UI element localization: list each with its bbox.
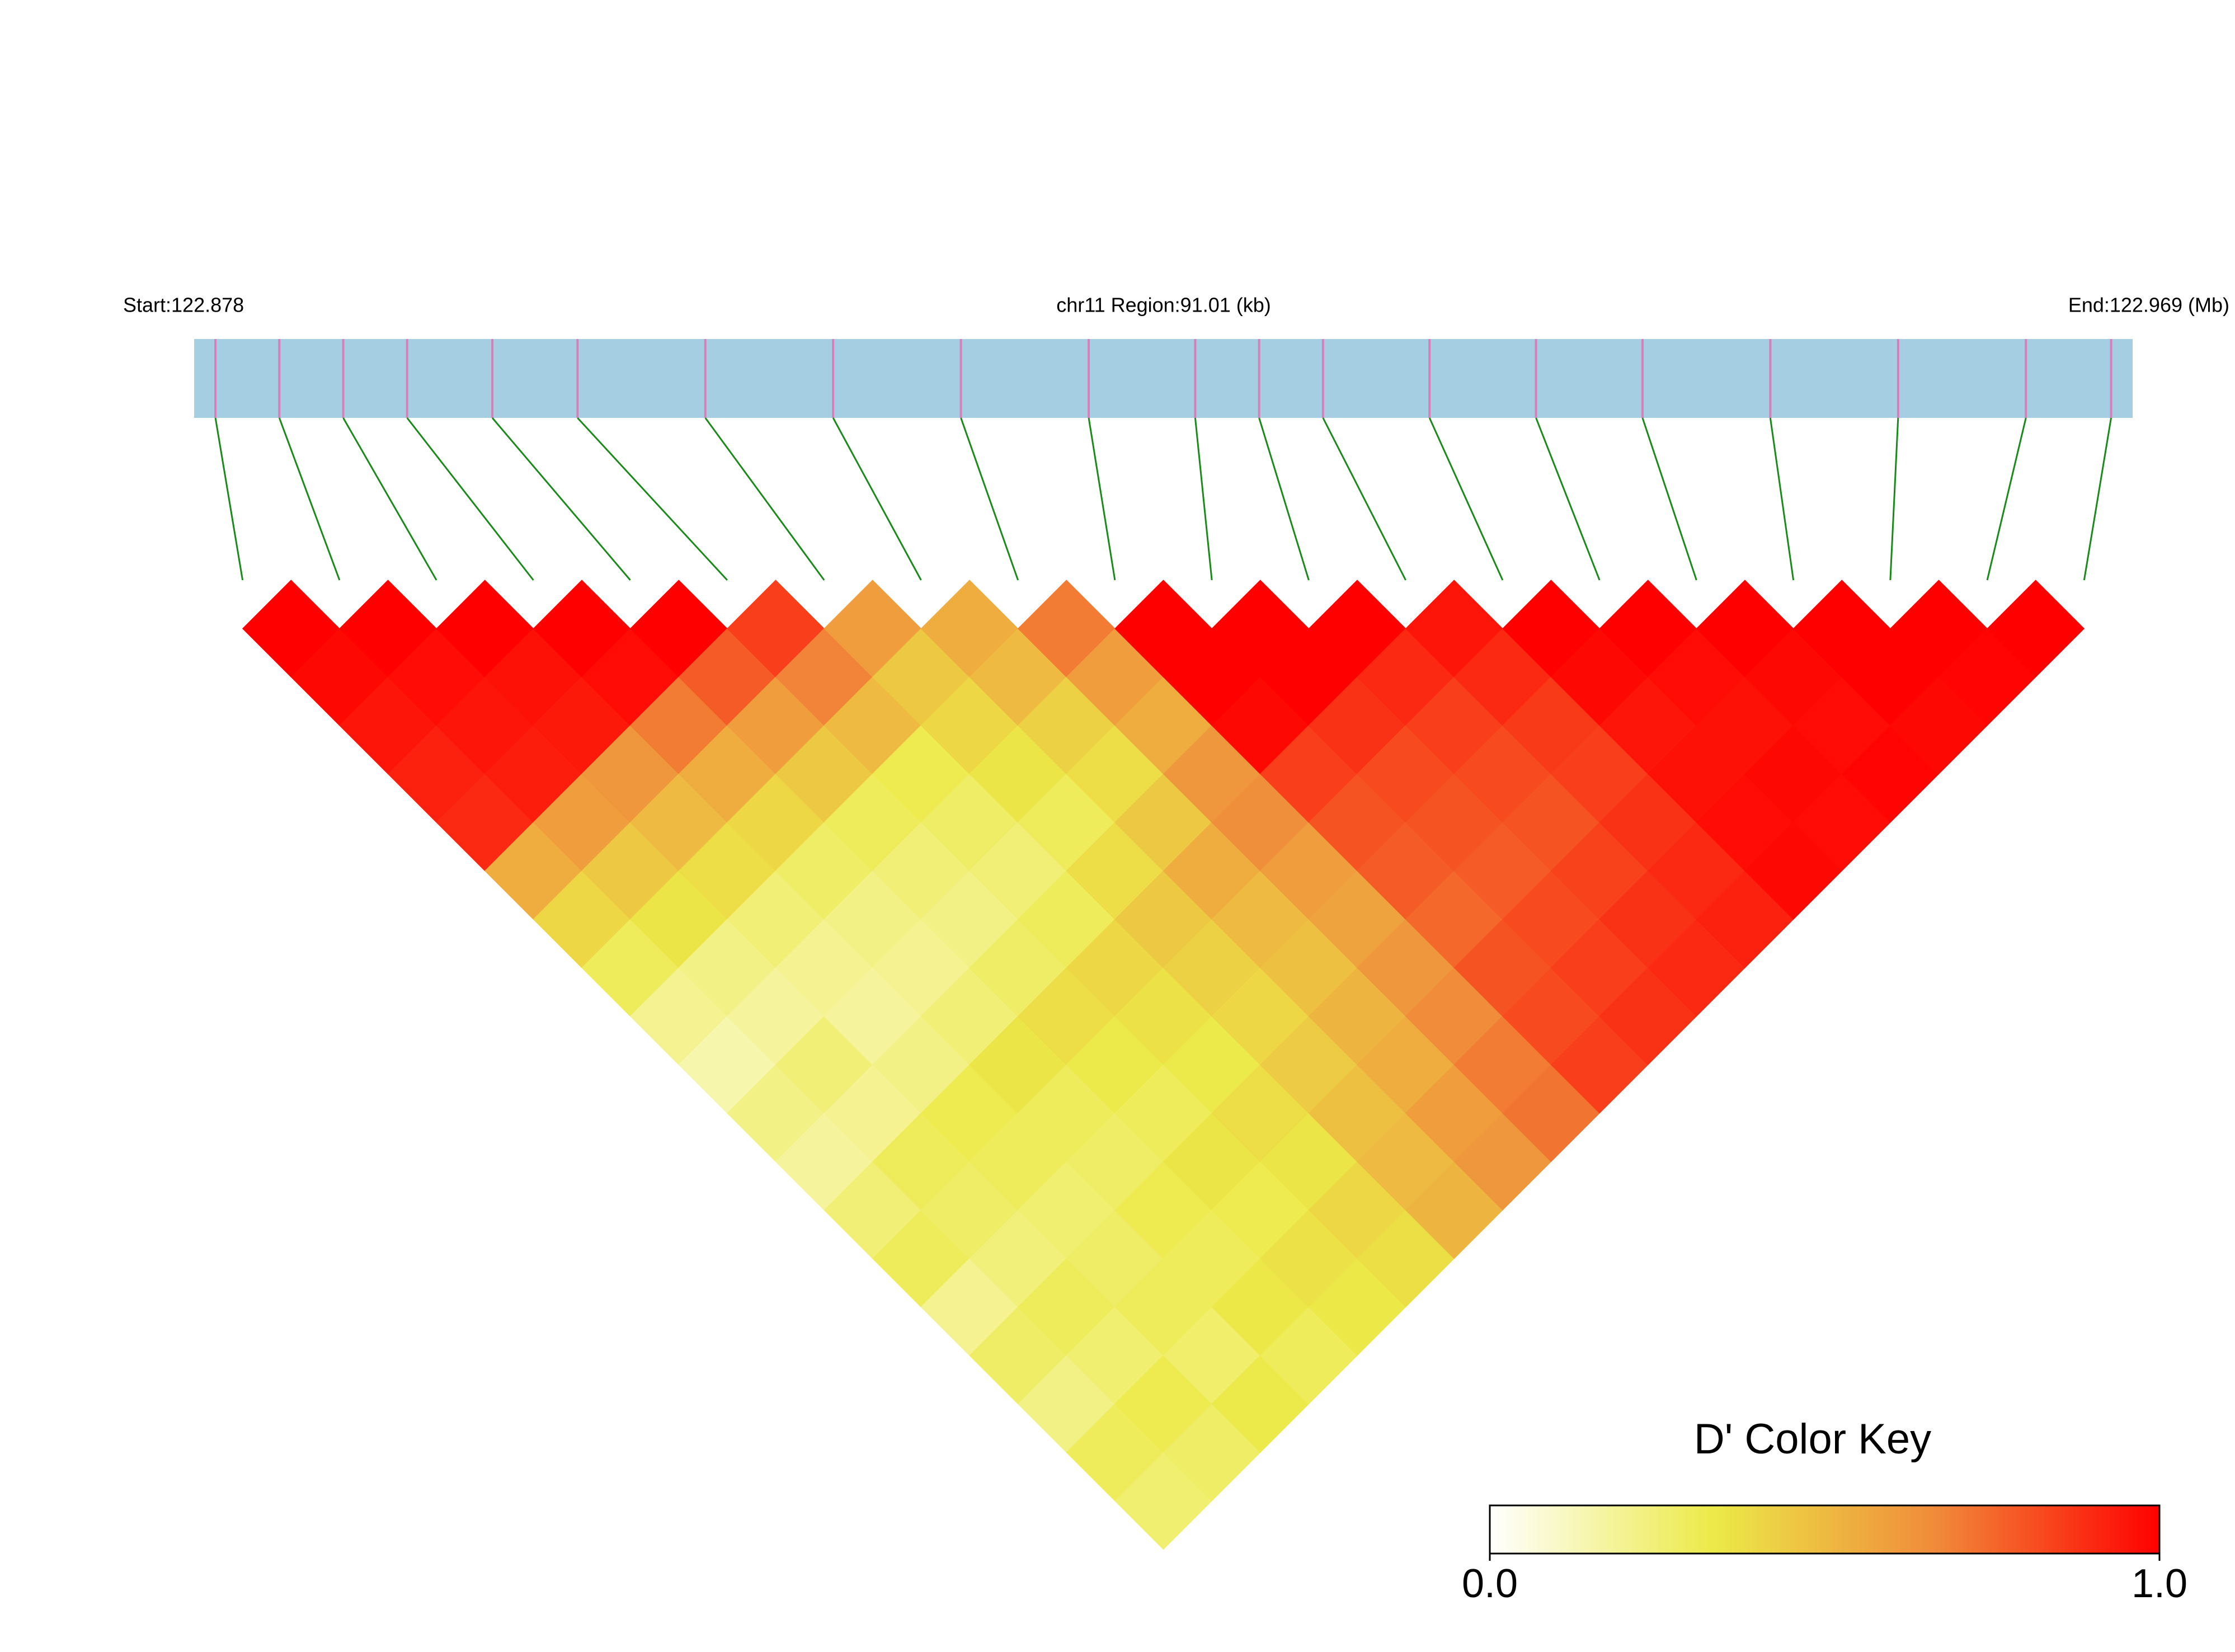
snp-link — [577, 417, 728, 581]
snp-link — [1258, 417, 1310, 581]
ld-cell — [1987, 580, 2085, 677]
end-label: End:122.969 (Mb) — [2068, 294, 2229, 317]
snp-link — [214, 417, 244, 581]
start-label: Start:122.878 — [123, 294, 244, 317]
snp-link — [1986, 417, 2027, 581]
key-tick-label: 0.0 — [1462, 1561, 1518, 1606]
snp-link — [491, 417, 631, 581]
snp-link — [342, 417, 437, 581]
snp-link — [1322, 417, 1406, 581]
snp-link — [1641, 417, 1697, 581]
snp-link — [406, 417, 534, 581]
chart-title: chr11 Region:91.01 (kb) — [1056, 294, 1271, 317]
snp-link — [1194, 417, 1213, 581]
snp-link — [1428, 417, 1504, 581]
snp-link — [704, 417, 825, 581]
snp-link — [2083, 417, 2112, 581]
snp-link — [1889, 417, 1899, 581]
key-title: D' Color Key — [1694, 1415, 1931, 1463]
snp-link — [1535, 417, 1601, 581]
key-tick-label: 1.0 — [2132, 1561, 2187, 1606]
snp-link — [960, 417, 1019, 581]
snp-link — [832, 417, 922, 581]
snp-link — [278, 417, 341, 581]
snp-link — [1769, 417, 1795, 581]
position-track — [194, 339, 2133, 418]
snp-link — [1088, 417, 1116, 581]
color-key — [1489, 1504, 2161, 1555]
